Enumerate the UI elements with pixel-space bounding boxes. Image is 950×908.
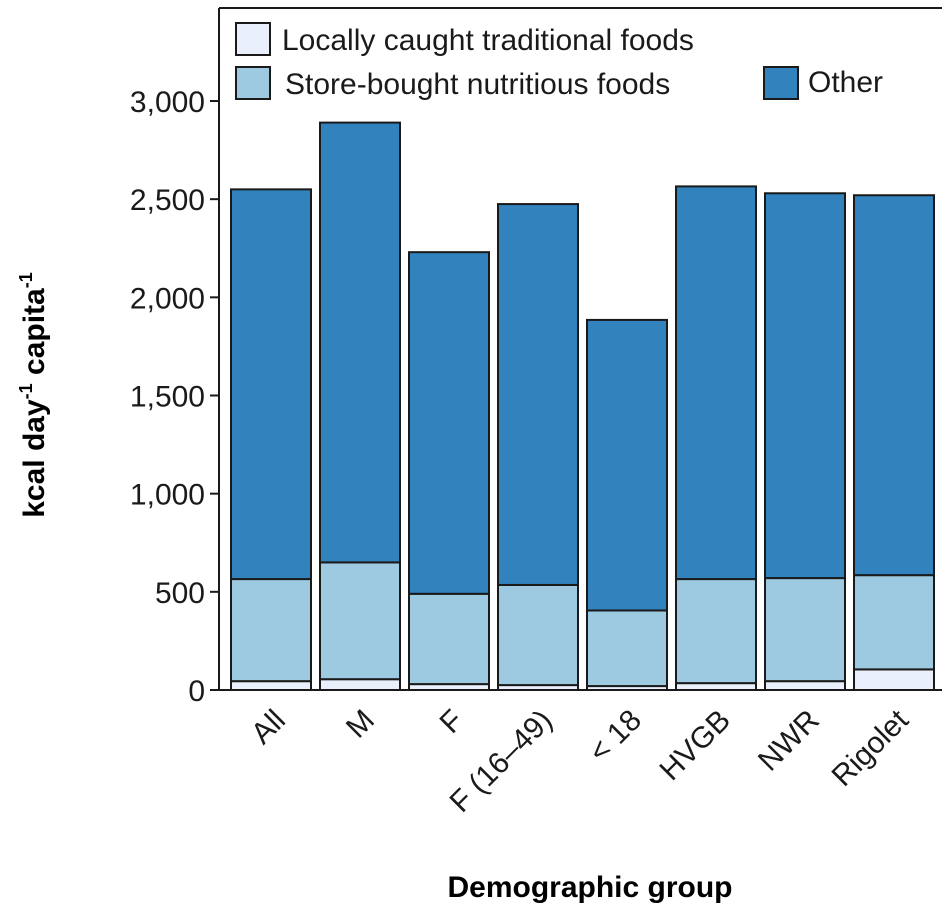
x-tick-label: NWR <box>752 704 826 778</box>
bar-other <box>497 203 579 586</box>
x-tick-label: HVGB <box>653 704 736 787</box>
y-axis-title-superscript: -1 <box>16 272 36 288</box>
legend-label-other: Other <box>808 66 883 99</box>
legend-swatch-other <box>763 66 799 100</box>
bar-other <box>408 251 490 595</box>
legend-label-traditional: Locally caught traditional foods <box>282 24 694 57</box>
bar-store-bought <box>675 578 757 685</box>
x-axis: All M FF (16–49) < 18 HVGB NWR Rigolet <box>219 689 942 819</box>
bar-traditional <box>764 680 846 691</box>
bar-traditional <box>675 682 757 692</box>
x-tick-label: M <box>340 704 381 745</box>
bar-other <box>764 192 846 580</box>
y-axis-title-part: capita <box>18 288 51 383</box>
bar-other <box>230 188 312 581</box>
bar-store-bought <box>764 577 846 683</box>
bar-other <box>853 194 935 577</box>
legend: Locally caught traditional foods Store-b… <box>235 22 883 101</box>
y-tick-label: 1,500 <box>130 381 205 414</box>
legend-label-store-bought: Store-bought nutritious foods <box>285 68 670 101</box>
x-tick-label: All <box>245 704 292 751</box>
legend-swatch-store-bought <box>235 66 271 100</box>
x-axis-title: Demographic group <box>447 871 732 904</box>
y-tick-label: 2,000 <box>130 282 205 315</box>
bar-store-bought <box>853 574 935 671</box>
bar-store-bought <box>319 561 401 681</box>
y-tick-label: 2,500 <box>130 184 205 217</box>
bar-traditional <box>853 668 935 692</box>
y-axis-title: kcal day-1 capita-1 <box>16 272 51 518</box>
bar-traditional <box>230 680 312 691</box>
x-tick-label: < 18 <box>583 704 648 769</box>
y-axis-title-part: kcal day <box>18 399 51 518</box>
x-tick-label: F <box>434 704 470 740</box>
y-tick-label: 0 <box>188 675 205 708</box>
bar-other <box>675 185 757 581</box>
bar-store-bought <box>408 592 490 686</box>
y-tick-label: 500 <box>155 577 205 610</box>
bar-traditional <box>319 678 401 691</box>
bar-store-bought <box>230 578 312 683</box>
y-axis: 0 500 1,000 1,500 2,000 2,500 3,000 <box>130 7 942 708</box>
y-tick-label: 1,000 <box>130 479 205 512</box>
bar-store-bought <box>497 583 579 687</box>
bar-other <box>319 121 401 564</box>
x-tick-label: Rigolet <box>826 703 916 793</box>
bar-store-bought <box>586 609 668 688</box>
bars <box>230 121 935 692</box>
y-tick-label: 3,000 <box>130 86 205 119</box>
y-axis-title-superscript: -1 <box>16 383 36 399</box>
legend-swatch-traditional <box>235 22 271 56</box>
bar-other <box>586 318 668 612</box>
